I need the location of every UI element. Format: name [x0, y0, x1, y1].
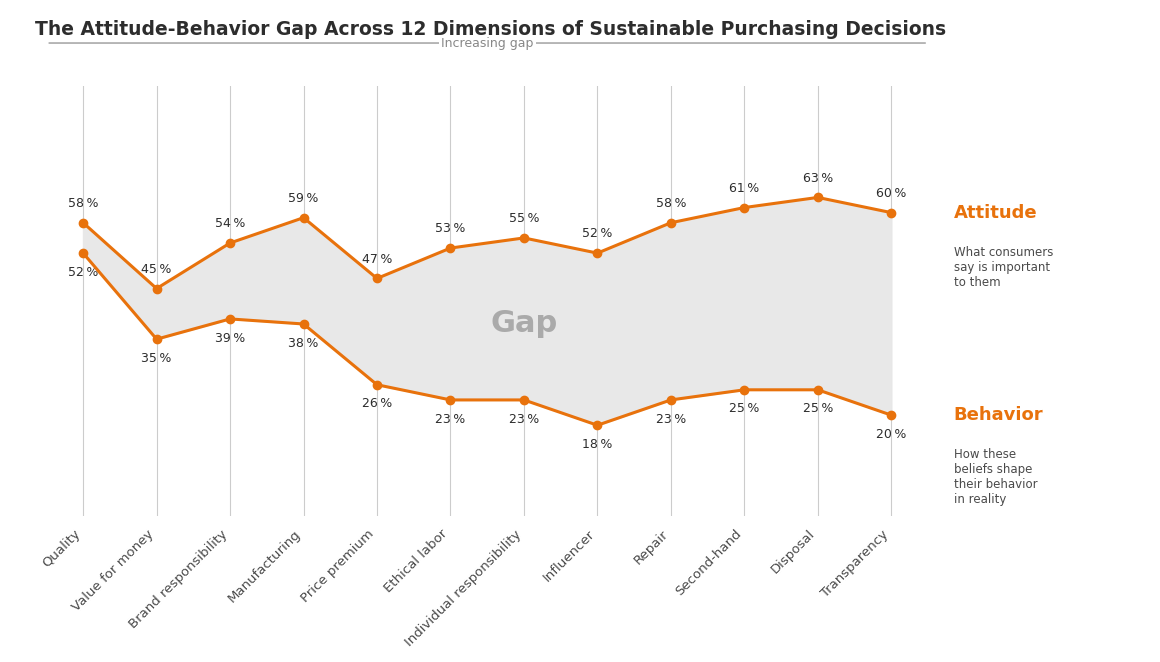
- Text: 45 %: 45 %: [142, 263, 172, 276]
- Text: 20 %: 20 %: [876, 428, 906, 441]
- Text: Gap: Gap: [491, 310, 558, 338]
- Text: 23 %: 23 %: [509, 412, 539, 426]
- Text: 59 %: 59 %: [289, 192, 319, 205]
- Text: 18 %: 18 %: [582, 438, 612, 451]
- Text: 47 %: 47 %: [362, 253, 392, 265]
- Text: 53 %: 53 %: [435, 222, 465, 236]
- Text: What consumers
say is important
to them: What consumers say is important to them: [954, 246, 1053, 289]
- Text: 55 %: 55 %: [509, 213, 539, 225]
- Text: 60 %: 60 %: [876, 187, 906, 200]
- Text: How these
beliefs shape
their behavior
in reality: How these beliefs shape their behavior i…: [954, 448, 1037, 506]
- Text: Attitude: Attitude: [954, 204, 1037, 222]
- Text: 58 %: 58 %: [68, 197, 99, 210]
- Text: 52 %: 52 %: [68, 265, 99, 279]
- Text: 58 %: 58 %: [655, 197, 686, 210]
- Text: 39 %: 39 %: [215, 332, 245, 345]
- Text: 61 %: 61 %: [730, 182, 760, 195]
- Text: 52 %: 52 %: [582, 228, 612, 240]
- Text: 54 %: 54 %: [215, 217, 245, 230]
- Text: 23 %: 23 %: [655, 412, 686, 426]
- Text: The Attitude-Behavior Gap Across 12 Dimensions of Sustainable Purchasing Decisio: The Attitude-Behavior Gap Across 12 Dime…: [35, 20, 945, 39]
- Text: 25 %: 25 %: [730, 402, 760, 416]
- Text: Increasing gap: Increasing gap: [441, 36, 534, 50]
- Text: Behavior: Behavior: [954, 406, 1043, 424]
- Text: 35 %: 35 %: [142, 352, 172, 365]
- Text: 26 %: 26 %: [362, 397, 392, 410]
- Text: 38 %: 38 %: [289, 337, 319, 350]
- Text: 63 %: 63 %: [803, 171, 833, 185]
- Text: 23 %: 23 %: [435, 412, 465, 426]
- Text: 25 %: 25 %: [803, 402, 833, 416]
